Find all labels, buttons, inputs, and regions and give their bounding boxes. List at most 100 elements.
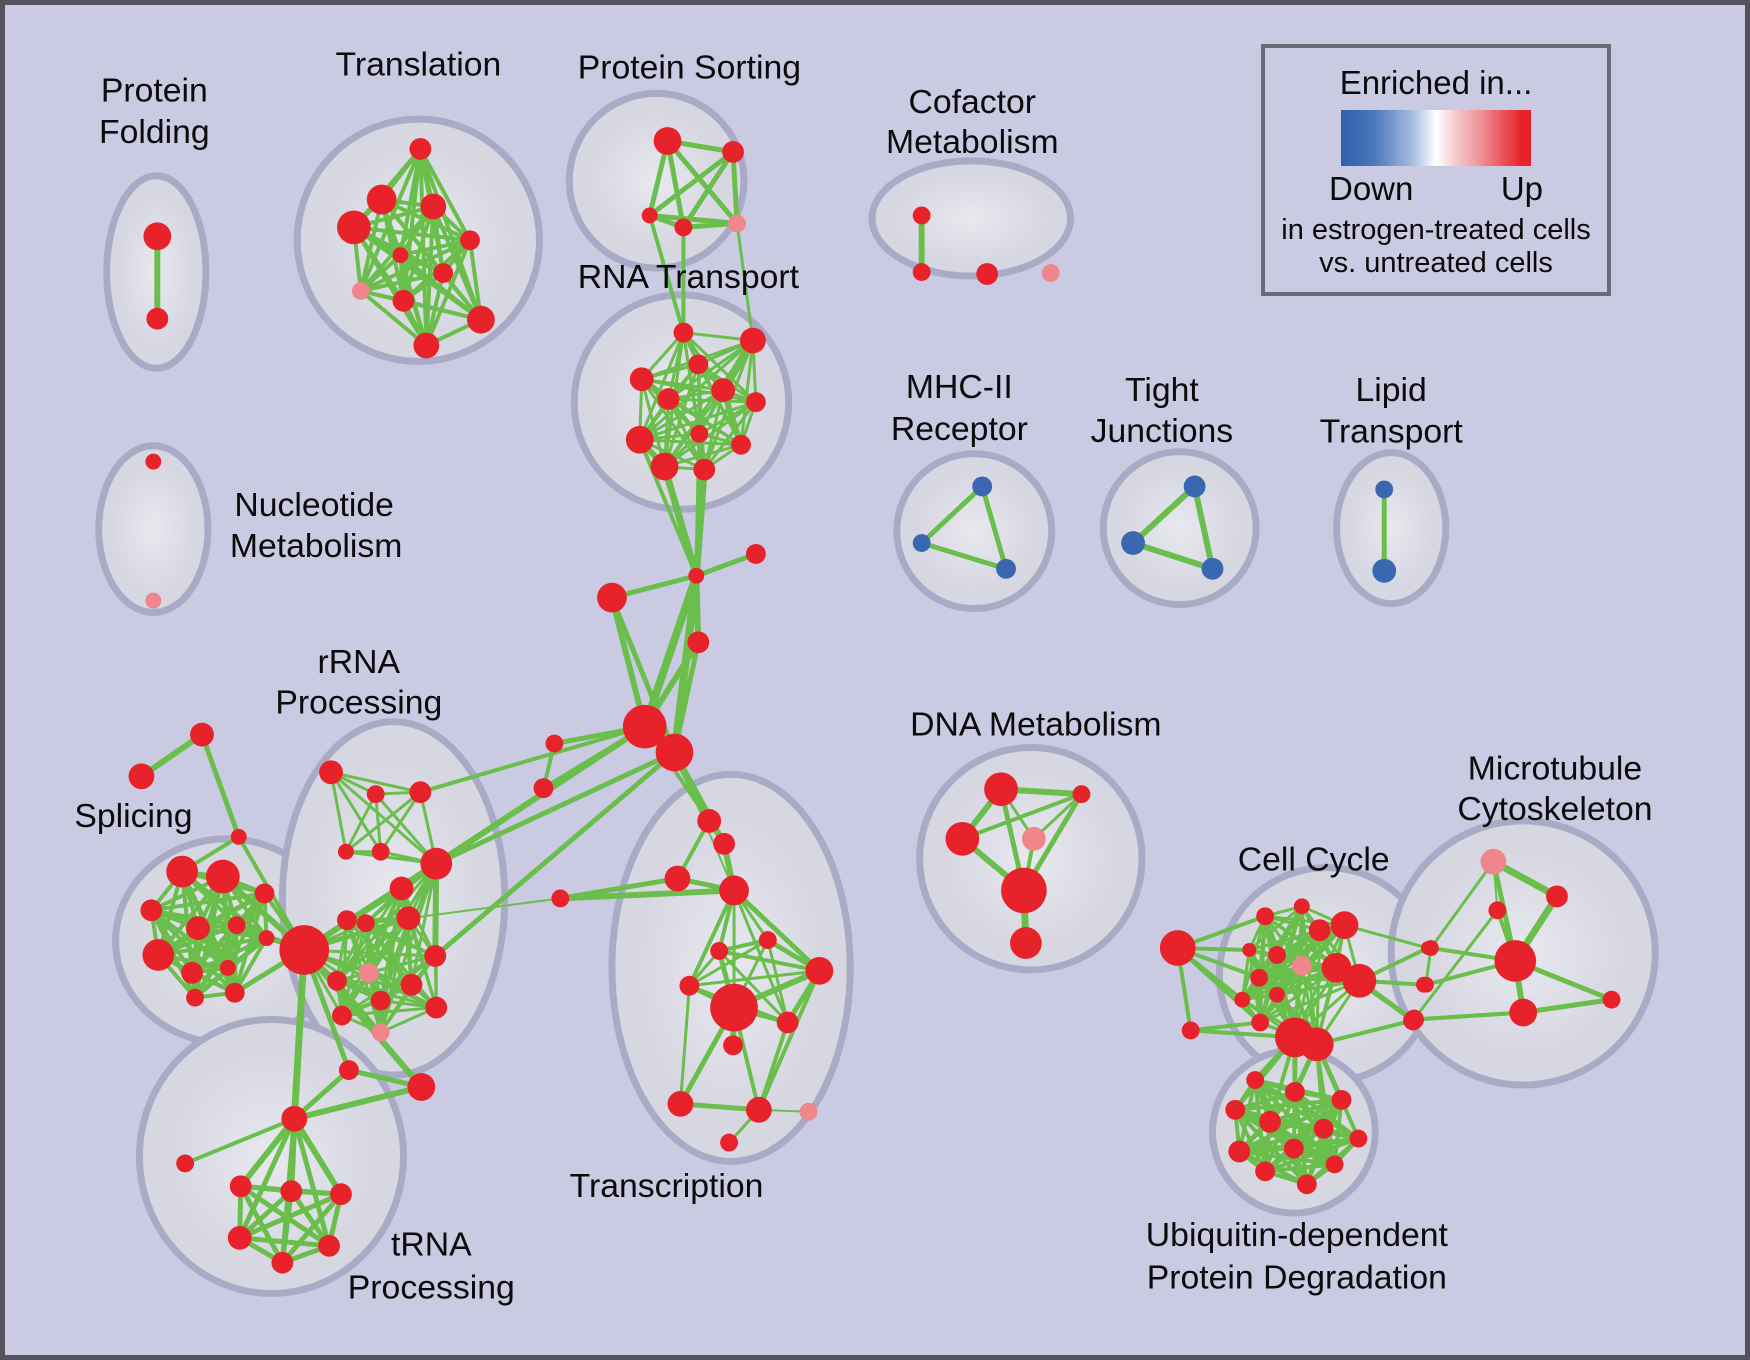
gene-set-node bbox=[1121, 531, 1145, 555]
enrichment-edge bbox=[291, 1115, 344, 1198]
gene-set-node bbox=[720, 1133, 739, 1152]
cluster-label: Cofactor bbox=[908, 83, 1036, 121]
cluster-label: Transport bbox=[1320, 413, 1464, 451]
gene-set-node bbox=[318, 1234, 340, 1257]
enrichment-edge bbox=[730, 149, 740, 226]
gene-set-node bbox=[425, 996, 448, 1019]
cluster-label: Nucleotide bbox=[234, 486, 393, 524]
enrichment-edge bbox=[398, 238, 472, 258]
enrichment-edge bbox=[638, 400, 758, 442]
gene-set-node bbox=[1349, 1129, 1368, 1148]
gene-set-node bbox=[1488, 901, 1507, 920]
cluster-label: DNA Metabolism bbox=[910, 706, 1161, 744]
cluster-label: RNA Transport bbox=[578, 258, 800, 296]
gene-set-node bbox=[140, 899, 163, 922]
gene-set-node bbox=[280, 1180, 303, 1203]
cluster-ellipse-nucleotide-metabolism bbox=[95, 442, 212, 616]
gene-set-node bbox=[142, 939, 175, 971]
enrichment-edge bbox=[183, 1116, 297, 1166]
enrichment-edge bbox=[717, 949, 790, 1024]
gene-set-node bbox=[655, 733, 694, 772]
gene-set-node bbox=[1375, 480, 1394, 499]
gene-set-node bbox=[758, 931, 777, 950]
gene-set-node bbox=[1546, 885, 1568, 908]
gene-set-node bbox=[912, 534, 931, 552]
cluster-label: Protein Sorting bbox=[578, 48, 801, 86]
gene-set-node bbox=[1293, 898, 1310, 915]
gene-set-node bbox=[338, 1060, 359, 1081]
cluster-labels: Protein Folding Translation Protein Sorting… bbox=[74, 45, 1652, 1306]
cluster-label: Splicing bbox=[74, 797, 192, 835]
gene-set-node bbox=[1422, 940, 1439, 956]
enrichment-edge bbox=[190, 936, 269, 975]
gene-set-node bbox=[1602, 990, 1621, 1009]
gene-set-node bbox=[1509, 998, 1538, 1027]
gene-set-node bbox=[996, 558, 1016, 579]
gene-set-node bbox=[166, 855, 199, 888]
enrichment-edge bbox=[766, 938, 790, 1024]
gene-set-node bbox=[1291, 955, 1312, 976]
gene-set-node bbox=[984, 772, 1018, 807]
cluster-label: Receptor bbox=[891, 410, 1028, 448]
enrichment-edge bbox=[1291, 1136, 1361, 1151]
enrichment-edge bbox=[756, 1020, 790, 1112]
gene-set-node bbox=[912, 263, 931, 281]
gene-set-node bbox=[1284, 1082, 1305, 1102]
gene-set-node bbox=[336, 210, 371, 245]
cluster-label: Cytoskeleton bbox=[1457, 790, 1652, 828]
gene-set-node bbox=[1331, 1089, 1352, 1110]
network-canvas: Protein Folding Translation Protein Sorting… bbox=[74, 45, 1659, 1306]
enrichment-edge bbox=[237, 1191, 344, 1241]
gene-set-node bbox=[271, 1251, 294, 1274]
gene-set-node bbox=[723, 1035, 743, 1056]
legend-caption-line1: in estrogen-treated cells bbox=[1281, 214, 1591, 246]
gene-set-node bbox=[1342, 963, 1377, 998]
gene-set-node bbox=[664, 865, 691, 892]
gene-set-node bbox=[392, 247, 409, 264]
gene-set-node bbox=[143, 222, 172, 251]
gene-set-node bbox=[389, 876, 414, 901]
gene-set-node bbox=[319, 760, 343, 785]
enrichment-edge bbox=[291, 1116, 332, 1249]
gene-set-node bbox=[687, 631, 710, 654]
gene-set-node bbox=[205, 859, 240, 894]
enrichment-edge bbox=[379, 916, 410, 1034]
cluster-label: Processing bbox=[348, 1268, 515, 1306]
gene-set-node bbox=[219, 959, 236, 976]
cluster-label: MHC-II bbox=[906, 368, 1013, 406]
enrichment-edge bbox=[1258, 979, 1361, 1024]
gene-set-node bbox=[1072, 785, 1091, 804]
gene-set-node bbox=[673, 322, 694, 343]
gene-set-node bbox=[1251, 1013, 1270, 1032]
gene-set-node bbox=[366, 184, 397, 215]
gene-set-node bbox=[688, 354, 709, 375]
cluster-label: Metabolism bbox=[230, 527, 403, 565]
gene-set-node bbox=[1313, 1118, 1334, 1139]
enrichment-edge bbox=[358, 197, 384, 293]
gene-set-node bbox=[551, 889, 570, 908]
enrichment-edge bbox=[1258, 966, 1339, 1024]
enrichment-edge bbox=[1175, 946, 1263, 1025]
gene-set-node bbox=[697, 809, 722, 833]
gene-set-node bbox=[176, 1154, 195, 1173]
enrichment-edge bbox=[667, 339, 755, 401]
legend-down-label: Down bbox=[1329, 170, 1414, 207]
gene-set-node bbox=[1268, 946, 1286, 964]
enrichment-edge bbox=[374, 792, 383, 854]
gene-set-node bbox=[400, 973, 423, 996]
enrichment-edge bbox=[379, 790, 422, 854]
enrichment-edge bbox=[301, 947, 425, 1090]
enrichment-edge bbox=[1520, 997, 1615, 1016]
gene-set-node bbox=[351, 281, 370, 300]
gene-set-node bbox=[805, 956, 834, 985]
enrichment-edge bbox=[418, 724, 647, 795]
enrichment-edge bbox=[608, 594, 648, 730]
gene-set-node bbox=[1010, 927, 1042, 959]
cluster-ellipse-mhc-ii-receptor bbox=[893, 450, 1056, 613]
gene-set-node bbox=[460, 230, 480, 251]
enrichment-edge bbox=[702, 400, 758, 472]
gene-set-node bbox=[330, 1183, 352, 1206]
gene-set-node bbox=[145, 453, 162, 470]
enrichment-edge bbox=[156, 891, 267, 957]
cluster-ellipse-cofactor-metabolism bbox=[868, 157, 1075, 280]
